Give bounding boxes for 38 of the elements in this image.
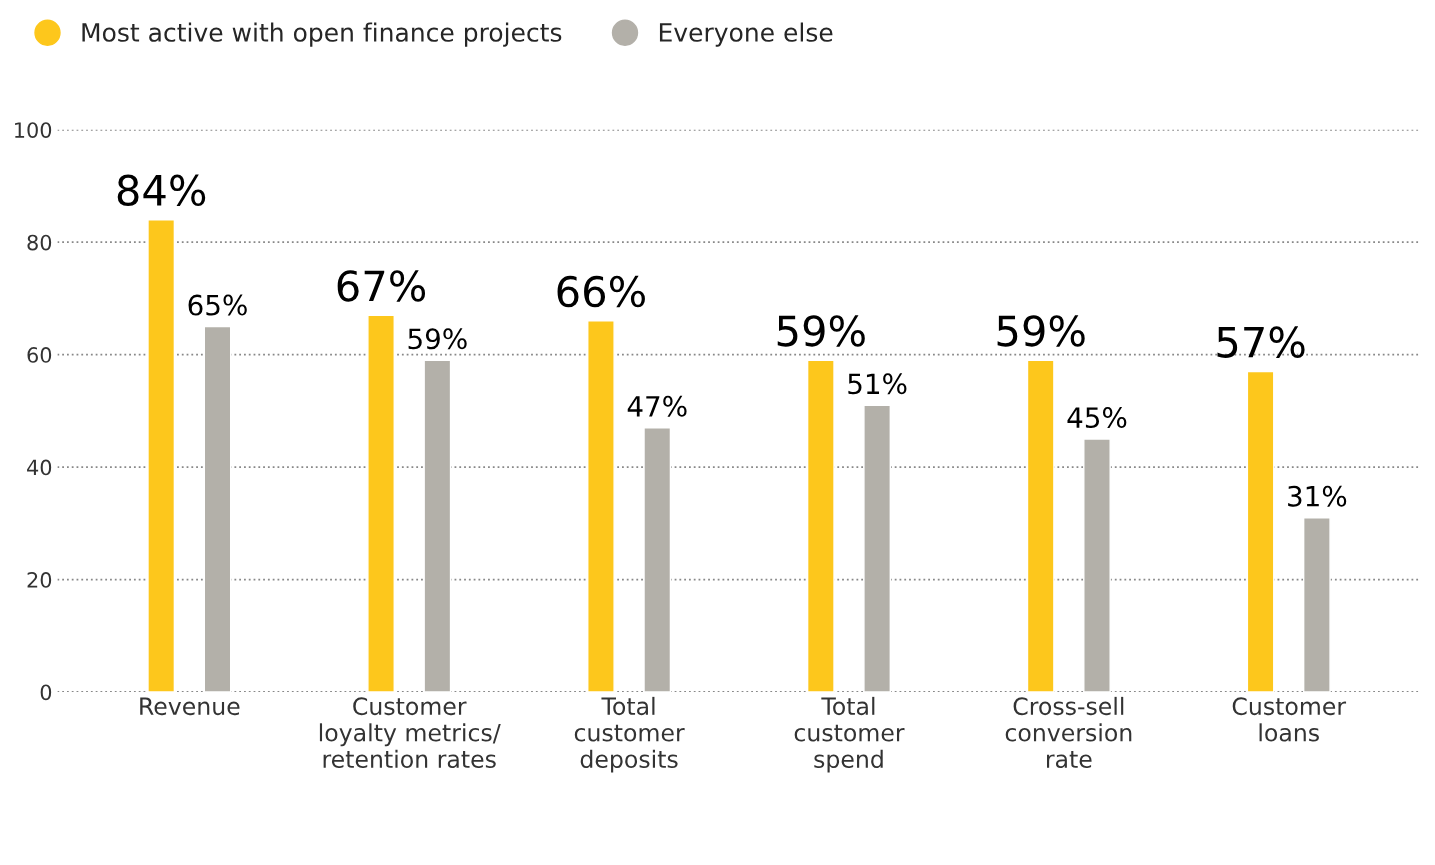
bar [367,314,395,692]
y-tick-label: 60 [27,347,52,363]
data-label: 45% [1067,407,1127,429]
data-label: 47% [627,395,687,417]
bar [423,359,452,692]
bar [1083,438,1111,692]
x-tick-label: Total customer spend [794,696,905,773]
bar [147,219,176,692]
data-label: 31% [1288,485,1347,507]
x-tick-label: Total customer deposits [574,696,685,773]
bar [587,320,615,692]
x-tick-label: Cross-sell conversion rate [1005,696,1132,769]
x-tick-label: Customer loyalty metrics/ retention rates [319,697,501,769]
x-tick-label: Customer loans [1232,697,1347,742]
y-tick-label: 80 [27,234,52,251]
bar [863,404,891,692]
bar [203,325,232,692]
legend-label: Most active with open finance projects [82,22,562,47]
data-label: 59% [997,315,1085,347]
bar [806,359,835,692]
x-tick-label: Revenue [140,697,240,716]
data-label: 57% [1217,326,1305,358]
y-tick-label: 40 [27,459,52,476]
data-label: 51% [848,373,907,395]
bar [1302,517,1331,692]
bar [1246,370,1275,692]
bar [643,427,672,692]
data-label: 66% [557,275,645,308]
y-tick-label: 100 [15,122,52,138]
y-tick-label: 0 [40,684,52,701]
data-label: 67% [337,270,426,302]
legend-label: Everyone else [659,22,833,47]
data-label: 65% [188,294,247,316]
data-label: 84% [117,174,206,207]
y-tick-label: 20 [27,572,52,588]
bar [1026,359,1055,692]
data-label: 59% [777,315,865,347]
data-label: 59% [408,328,467,350]
